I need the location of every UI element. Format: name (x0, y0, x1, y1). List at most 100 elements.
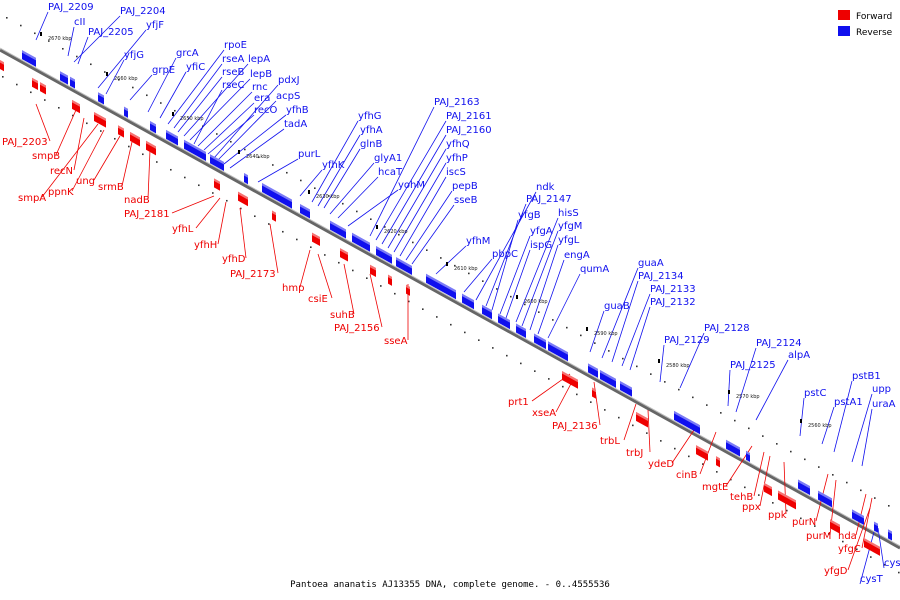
track-dot (468, 272, 470, 275)
forward-gene-block (636, 411, 648, 428)
tick-mark (658, 359, 660, 363)
leader-line (833, 380, 853, 453)
track-dot (534, 370, 536, 372)
reverse-gene-block-shine (124, 106, 128, 112)
gene-label-yfgb: yfgB (518, 210, 541, 221)
reverse-gene-block (818, 490, 832, 508)
gene-label-paj-2156: PAJ_2156 (334, 323, 380, 334)
track-dot (34, 32, 36, 35)
gene-label-hcat: hcaT (378, 167, 403, 178)
forward-gene-block (406, 284, 410, 296)
gene-label-lepb: lepB (250, 69, 272, 80)
track-dot (282, 230, 284, 233)
gene-label-pstb1: pstB1 (852, 371, 881, 382)
reverse-gene-block-shine (674, 410, 700, 428)
track-dot (366, 277, 368, 280)
legend-reverse-label: Reverse (856, 28, 893, 38)
reverse-gene-block-shine (600, 369, 616, 382)
track-dot (48, 40, 50, 42)
forward-gene-block (778, 490, 796, 510)
track-dot (314, 187, 316, 190)
gene-label-acps: acpS (276, 91, 300, 102)
gene-label-paj-2203: PAJ_2203 (2, 137, 48, 148)
track-dot (62, 47, 64, 50)
reverse-gene-block (244, 173, 248, 185)
track-dot (146, 94, 148, 97)
leader-line (71, 129, 105, 192)
reverse-gene-block (874, 521, 878, 533)
reverse-gene-block (498, 313, 510, 330)
gene-label-yohm: yohM (398, 180, 425, 191)
forward-gene-block-shine (118, 125, 124, 132)
reverse-gene-block (166, 129, 178, 146)
reverse-gene-block-shine (874, 521, 878, 527)
leader-line (121, 141, 133, 187)
leader-line (213, 84, 279, 159)
leader-line (601, 267, 639, 359)
leader-line (323, 148, 361, 209)
legend: Forward Reverse (838, 10, 893, 38)
forward-gene-block-shine (72, 99, 80, 107)
leader-line (393, 162, 447, 253)
reverse-gene-block (534, 333, 546, 350)
track-dot (870, 556, 872, 558)
reverse-gene-block (60, 71, 68, 85)
leader-line (847, 507, 871, 571)
leader-line (877, 527, 885, 569)
forward-gene-block (0, 60, 4, 72)
track-dot (874, 497, 876, 499)
leader-line (505, 249, 531, 319)
track-dot (590, 401, 592, 403)
leader-line (317, 253, 333, 299)
leader-line (105, 59, 125, 95)
gene-label-glnb: glnB (360, 139, 382, 150)
track-dot (324, 254, 326, 256)
gene-label-smpb: smpB (32, 151, 60, 162)
leader-line (515, 217, 559, 323)
tick-label: 2650 kbp (180, 116, 204, 122)
leader-line (859, 531, 875, 585)
gene-label-rpoe: rpoE (224, 40, 247, 51)
leader-line (623, 403, 637, 441)
track-dot (198, 184, 200, 187)
tick-mark (586, 327, 588, 331)
track-dot (898, 571, 900, 574)
tick-mark (106, 72, 108, 76)
gene-label-hmp: hmp (282, 283, 304, 294)
gene-label-ung: ung (76, 176, 95, 187)
tick-label: 2640 kbp (246, 154, 270, 160)
track-dot (664, 381, 666, 383)
track-dot (412, 241, 414, 244)
track-dot (72, 114, 74, 117)
track-dot (524, 303, 526, 306)
track-dot (142, 153, 144, 156)
track-dot (156, 161, 158, 163)
track-dot (240, 207, 242, 210)
reverse-gene-block-shine (498, 313, 510, 323)
reverse-gene-block-shine (852, 509, 864, 519)
track-dot (762, 435, 764, 437)
tick-mark (446, 262, 448, 266)
gene-label-cysw: cysW (884, 558, 900, 569)
reverse-gene-block (70, 76, 75, 89)
reverse-gene-block-shine (798, 479, 810, 489)
reverse-gene-block (352, 232, 370, 252)
forward-gene-block-shine (370, 264, 376, 271)
map-caption: Pantoea ananatis AJ13355 DNA, complete g… (290, 580, 610, 590)
tick-label: 2600 kbp (524, 299, 548, 305)
reverse-gene-block (726, 439, 740, 457)
track-dot (646, 432, 648, 434)
forward-gene-block-shine (214, 178, 220, 185)
track-dot (510, 295, 512, 298)
forward-gene-block (830, 519, 840, 534)
forward-gene-block-shine (716, 456, 720, 461)
track-dot (618, 416, 620, 419)
track-dot (226, 199, 228, 202)
track-dot (254, 215, 256, 218)
leader-line (593, 381, 601, 426)
gene-label-yfgd: yfgD (824, 566, 848, 577)
tick-label: 2560 kbp (808, 423, 832, 429)
tick-mark (308, 190, 310, 194)
gene-label-yfha: yfhA (360, 125, 383, 136)
gene-label-cii: cII (74, 17, 85, 28)
